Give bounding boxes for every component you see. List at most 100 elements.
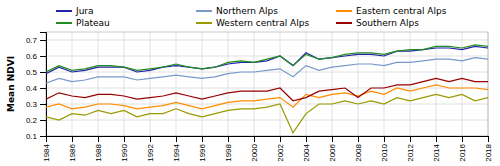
tick: 0.7: [26, 36, 46, 45]
legend-label: Southern Alps: [356, 18, 419, 28]
legend-label: Plateau: [76, 18, 110, 28]
tick-label: 1990: [120, 143, 129, 161]
tick: 1992: [146, 136, 155, 162]
tick-label: 1994: [172, 143, 181, 161]
tick-label: 2012: [406, 143, 415, 161]
grid-line: [254, 32, 255, 136]
grid-line: [280, 32, 281, 136]
tick-mark: [384, 136, 385, 142]
tick-mark: [202, 136, 203, 142]
tick: 0.5: [26, 68, 46, 77]
grid-line: [98, 32, 99, 136]
line: [46, 46, 488, 73]
tick: 0.2: [26, 116, 46, 125]
tick-mark: [332, 136, 333, 142]
tick-label: 2006: [328, 143, 337, 161]
tick-label: 0.3: [26, 100, 38, 109]
tick: 0.4: [26, 84, 46, 93]
tick-label: 0.5: [26, 68, 38, 77]
tick-label: 1998: [224, 143, 233, 161]
tick: 1998: [224, 136, 233, 162]
tick-mark: [40, 120, 46, 121]
line: [46, 78, 488, 100]
grid-line: [150, 32, 151, 136]
tick: 2014: [432, 136, 441, 162]
tick-mark: [40, 104, 46, 105]
tick-label: 0.6: [26, 52, 38, 61]
tick-label: 0.4: [26, 84, 38, 93]
tick: 1988: [94, 136, 103, 162]
tick-label: 2014: [432, 143, 441, 161]
grid-line: [176, 32, 177, 136]
tick-label: 0.1: [26, 132, 38, 141]
tick: 1994: [172, 136, 181, 162]
tick: 2000: [250, 136, 259, 162]
line: [46, 85, 488, 109]
legend-swatch: [336, 10, 352, 12]
tick-mark: [280, 136, 281, 142]
y-axis: 0.1 0.2 0.3 0.4 0.5 0.6 0.7: [26, 33, 47, 142]
tick-label: 1996: [198, 143, 207, 161]
tick-mark: [176, 136, 177, 142]
tick-mark: [40, 56, 46, 57]
legend-swatch: [196, 10, 212, 12]
grid-line: [46, 40, 488, 41]
grid-line: [306, 32, 307, 136]
tick-mark: [40, 72, 46, 73]
legend: JuraNorthern AlpsEastern central AlpsPla…: [56, 6, 447, 28]
tick-label: 2000: [250, 143, 259, 161]
tick-label: 2004: [302, 143, 311, 161]
y-axis-title: Mean NDVI: [6, 56, 16, 112]
grid-line: [46, 120, 488, 121]
tick: 0.3: [26, 100, 46, 109]
tick-mark: [40, 88, 46, 89]
tick-mark: [72, 136, 73, 142]
tick-mark: [98, 136, 99, 142]
legend-label: Jura: [75, 6, 94, 16]
tick-mark: [462, 136, 463, 142]
legend-swatch: [196, 22, 212, 24]
tick: 0.6: [26, 52, 46, 61]
tick-label: 0.2: [26, 116, 38, 125]
tick-label: 2016: [458, 143, 467, 161]
tick: 2016: [458, 136, 467, 162]
tick: 2012: [406, 136, 415, 162]
tick: 2008: [354, 136, 363, 162]
tick: 2018: [484, 136, 493, 162]
plot: 1984198619881990199219941996199820002002…: [26, 32, 493, 162]
tick: 1990: [120, 136, 129, 162]
tick-label: 0.7: [26, 36, 38, 45]
grid-line: [358, 32, 359, 136]
tick: 2006: [328, 136, 337, 162]
tick: 1996: [198, 136, 207, 162]
grid-line: [72, 32, 73, 136]
tick: 1984: [42, 136, 51, 162]
grid-line: [124, 32, 125, 136]
tick-mark: [124, 136, 125, 142]
line: [46, 94, 488, 132]
chart: 1984198619881990199219941996199820002002…: [0, 0, 500, 166]
tick-mark: [488, 136, 489, 142]
grid-line: [46, 72, 488, 73]
tick: 2010: [380, 136, 389, 162]
tick-label: 1988: [94, 143, 103, 161]
tick-mark: [436, 136, 437, 142]
legend-swatch: [336, 22, 352, 24]
grid-line: [46, 56, 488, 57]
legend-label: Northern Alps: [216, 6, 278, 16]
tick-label: 1992: [146, 143, 155, 161]
tick: 0.1: [26, 132, 46, 141]
tick-mark: [228, 136, 229, 142]
grid-line: [384, 32, 385, 136]
tick-mark: [40, 136, 46, 137]
grid-line: [202, 32, 203, 136]
tick-mark: [40, 40, 46, 41]
tick-mark: [306, 136, 307, 142]
tick-label: 2008: [354, 143, 363, 161]
tick-mark: [150, 136, 151, 142]
legend-item: Northern Alps: [196, 6, 278, 16]
legend-item: Jura: [56, 6, 94, 16]
plot-frame: [46, 32, 488, 136]
grid-line: [332, 32, 333, 136]
tick-mark: [358, 136, 359, 142]
